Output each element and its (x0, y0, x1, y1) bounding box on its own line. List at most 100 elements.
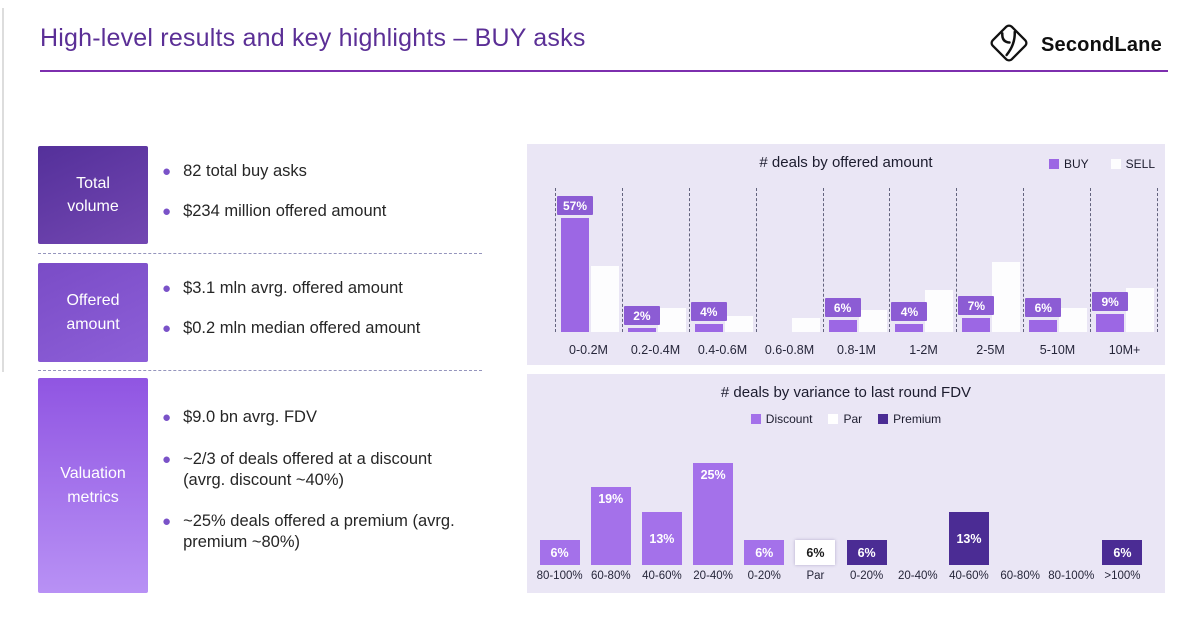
legend-label: BUY (1063, 157, 1089, 171)
sell-bar (925, 290, 954, 332)
x-axis-label: >100% (1104, 570, 1141, 582)
x-axis-label: 0.2-0.4M (630, 343, 681, 357)
discount-bar: 13% (641, 512, 682, 565)
bullet-text: ~25% deals offered a premium (avrg. prem… (183, 512, 455, 551)
offered-amount-bullets: ● $3.1 mln avrg. offered amount ● $0.2 mln… (162, 278, 482, 358)
bar-group: 6% (841, 444, 892, 565)
buy-bar (561, 218, 589, 332)
bar-group: 6% (739, 444, 790, 565)
bar-group (892, 444, 943, 565)
legend-item-premium: Premium (878, 412, 941, 426)
secondlane-logo: SecondLane (986, 20, 1162, 71)
data-label: 19% (598, 492, 624, 506)
bar-group: 4% (688, 188, 756, 332)
discount-bar: 6% (539, 540, 580, 565)
metric-box-label-line: Total (76, 174, 110, 192)
x-axis-label: 20-40% (897, 570, 938, 582)
premium-bar: 13% (948, 512, 989, 565)
fdv-variance-chart-panel: # deals by variance to last round FDV Di… (527, 374, 1165, 593)
data-label: 6% (1113, 545, 1132, 560)
buy-bar (828, 320, 857, 332)
sell-swatch-icon (1110, 159, 1121, 169)
bullet-item: ● $9.0 bn avrg. FDV (162, 407, 462, 428)
bar-group: 6% (534, 444, 585, 565)
slide-left-edge-line (2, 8, 4, 372)
sell-bar (992, 262, 1021, 332)
metric-box-label-line: metrics (67, 488, 119, 506)
buy-sell-legend: BUY SELL (1048, 157, 1155, 171)
legend-label: Discount (765, 412, 813, 426)
x-axis-label: Par (806, 570, 825, 582)
buy-data-label: 2% (623, 306, 660, 325)
bar-group (1046, 444, 1097, 565)
sell-bar (858, 310, 887, 332)
data-label: 6% (806, 545, 825, 560)
bullet-dot: ● (162, 203, 172, 220)
bar-group (755, 188, 823, 332)
data-label: 13% (649, 531, 675, 546)
fdv-variance-x-labels: 80-100% 60-80% 40-60% 20-40% 0-20% Par 0-20% 20… (534, 570, 1148, 582)
discount-bar: 25% (693, 463, 734, 565)
buy-bar (1029, 320, 1058, 332)
metric-box-total-volume: Total volume (38, 146, 148, 244)
bullet-item: ● $234 million offered amount (162, 201, 482, 222)
legend-item-par: Par (828, 412, 862, 426)
legend-label: Par (843, 412, 863, 426)
bar-group: 6% (790, 444, 841, 565)
x-axis-label: 0-0.2M (569, 343, 608, 357)
fdv-variance-plot: 6% 19% 13% 25% 6% 6% 6% 13% 6% (534, 444, 1148, 565)
valuation-metrics-bullets: ● $9.0 bn avrg. FDV ● ~2/3 of deals offere… (162, 407, 462, 574)
buy-swatch-icon (1048, 159, 1059, 169)
buy-bar (962, 318, 991, 332)
chart-title: # deals by variance to last round FDV (720, 384, 972, 401)
data-label: 6% (857, 545, 876, 560)
legend-label: SELL (1125, 157, 1155, 171)
bullet-dot: ● (162, 280, 172, 297)
bullet-dot: ● (162, 451, 172, 468)
offered-amount-plot: 57% 2% 4% 6% 4% 7% 6% 9% (555, 188, 1159, 332)
page-title: High-level results and key highlights – … (40, 24, 586, 52)
buy-data-label: 6% (824, 298, 861, 317)
x-axis-label: 2-5M (976, 343, 1005, 357)
x-axis-label: 0-20% (849, 570, 884, 582)
bullet-item: ● $0.2 mln median offered amount (162, 318, 482, 339)
par-bar: 6% (795, 540, 836, 565)
bar-group: 57% (555, 188, 622, 332)
buy-bar (895, 324, 924, 332)
bullet-text: 82 total buy asks (183, 162, 307, 180)
premium-swatch-icon (878, 414, 889, 424)
x-axis-label: 10M+ (1108, 343, 1141, 357)
dashed-separator (38, 370, 482, 371)
buy-data-label: 9% (1092, 292, 1129, 311)
buy-data-label: 4% (690, 302, 727, 321)
sell-bar (1059, 308, 1088, 332)
buy-bar (627, 328, 656, 332)
x-axis-label: 60-80% (590, 570, 631, 582)
premium-bar: 6% (1102, 540, 1143, 565)
title-underline (40, 70, 1168, 72)
offered-amount-x-labels: 0-0.2M 0.2-0.4M 0.4-0.6M 0.6-0.8M 0.8-1M 1-2M… (555, 343, 1158, 357)
bar-group: 4% (889, 188, 956, 332)
legend-item-buy: BUY (1048, 157, 1089, 171)
bullet-text: $3.1 mln avrg. offered amount (183, 279, 403, 297)
metric-box-label-line: Valuation (60, 465, 126, 483)
metric-box-label-line: volume (67, 198, 119, 215)
bullet-text: $9.0 bn avrg. FDV (183, 408, 317, 426)
metric-box-offered-amount: Offered amount (38, 263, 148, 362)
bar-group: 2% (621, 188, 689, 332)
logo-wordmark: SecondLane (1041, 34, 1162, 56)
bullet-dot: ● (162, 513, 172, 531)
bar-group: 6% (822, 188, 890, 332)
x-axis-label: 20-40% (693, 570, 733, 582)
discount-swatch-icon (750, 414, 761, 424)
legend-item-discount: Discount (750, 412, 813, 426)
bullet-dot: ● (162, 320, 172, 337)
sell-bar (657, 308, 686, 332)
sell-bar (591, 266, 619, 332)
bar-group: 19% (585, 444, 636, 565)
bullet-item: ● ~25% deals offered a premium (avrg. pre… (162, 511, 462, 552)
bullet-text: $234 million offered amount (183, 202, 387, 220)
bullet-dot: ● (162, 409, 172, 426)
x-axis-label: 80-100% (1048, 570, 1095, 582)
